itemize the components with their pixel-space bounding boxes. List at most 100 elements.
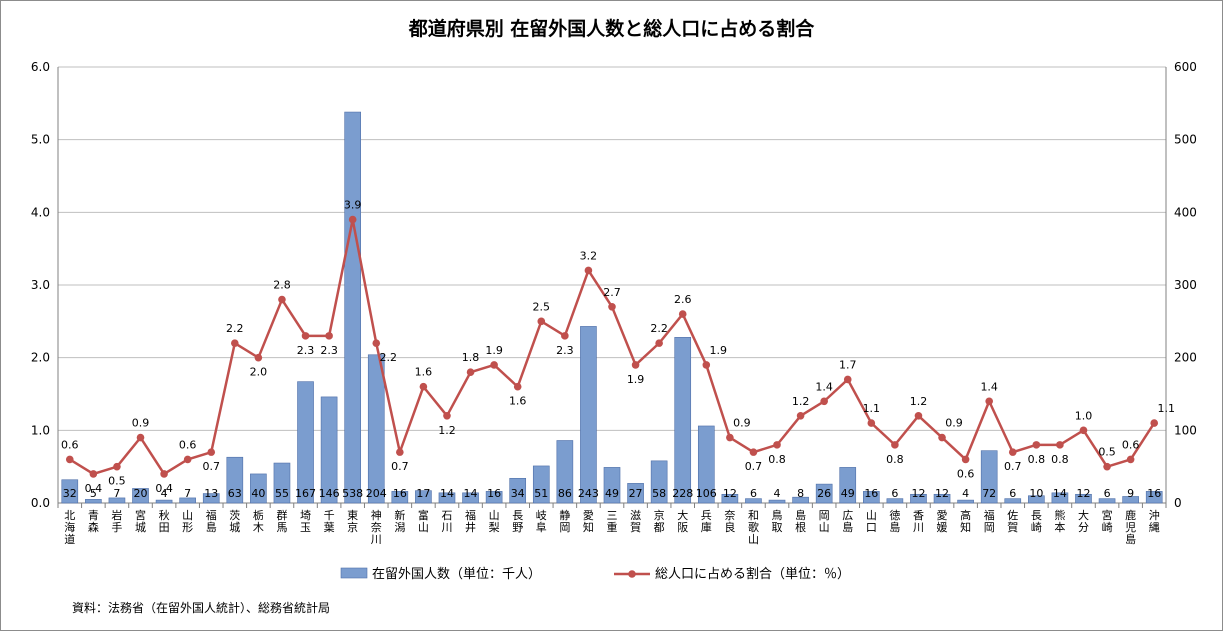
ratio-value-label: 1.0 bbox=[1075, 409, 1093, 422]
ratio-point bbox=[867, 419, 876, 427]
bar-value-label: 16 bbox=[864, 487, 878, 500]
category-label-char: 潟 bbox=[394, 521, 405, 534]
category-label-char: 崎 bbox=[1031, 520, 1042, 534]
bar bbox=[320, 396, 338, 504]
ratio-value-label: 1.9 bbox=[627, 373, 645, 386]
category-label-char: 道 bbox=[64, 532, 75, 546]
ratio-point bbox=[702, 361, 711, 369]
ratio-point bbox=[325, 332, 333, 340]
ratio-point bbox=[396, 448, 404, 456]
category-label-char: 沖 bbox=[1149, 509, 1160, 522]
ratio-value-label: 3.2 bbox=[580, 249, 598, 262]
category-label-char: 山 bbox=[866, 509, 877, 522]
category-label-char: 賀 bbox=[630, 521, 641, 534]
category-label-char: 取 bbox=[772, 521, 783, 534]
ratio-point bbox=[254, 353, 263, 362]
bar bbox=[61, 479, 79, 504]
category-label-char: 京 bbox=[347, 520, 358, 534]
ratio-point bbox=[348, 215, 357, 224]
bar bbox=[1122, 496, 1139, 504]
category-label-char: 知 bbox=[583, 520, 594, 534]
bar bbox=[1004, 498, 1022, 504]
category-label-char: 重 bbox=[607, 520, 618, 534]
category-label-char: 熊 bbox=[1054, 508, 1065, 522]
bar bbox=[721, 493, 739, 504]
bar bbox=[556, 440, 574, 504]
category-label-char: 島 bbox=[842, 520, 853, 534]
category-label-char: 阪 bbox=[677, 520, 688, 534]
bar-value-label: 72 bbox=[982, 487, 996, 500]
category-label-char: 石 bbox=[441, 509, 452, 522]
ratio-point bbox=[655, 339, 663, 347]
ratio-point bbox=[372, 339, 381, 347]
bar bbox=[839, 467, 857, 504]
category-label-char: 城 bbox=[229, 521, 240, 534]
bar-value-label: 14 bbox=[1053, 487, 1067, 500]
ratio-value-label: 2.8 bbox=[273, 279, 291, 292]
ratio-point bbox=[561, 332, 569, 340]
ratio-value-label: 0.5 bbox=[108, 475, 126, 488]
category-label-char: 栃 bbox=[253, 508, 264, 522]
category-label-char: 福 bbox=[206, 508, 217, 522]
bar bbox=[674, 337, 692, 504]
bar bbox=[650, 460, 668, 504]
bar bbox=[297, 381, 314, 504]
bar bbox=[85, 499, 102, 504]
category-label-char: 賀 bbox=[1007, 521, 1018, 534]
category-label-char: 奈 bbox=[724, 508, 735, 522]
bar-value-label: 12 bbox=[723, 487, 737, 500]
category-label-char: 鳥 bbox=[772, 508, 783, 522]
category-label-char: 静 bbox=[559, 508, 570, 522]
ratio-value-label: 0.7 bbox=[202, 460, 220, 473]
bar bbox=[1051, 492, 1069, 504]
category-label-char: 都 bbox=[654, 521, 665, 534]
ratio-point bbox=[278, 295, 286, 304]
ratio-value-label: 1.1 bbox=[1157, 402, 1175, 415]
ratio-point bbox=[1032, 441, 1041, 449]
category-label-char: 児 bbox=[1125, 521, 1136, 534]
category-label-char: 森 bbox=[88, 520, 99, 534]
ratio-point bbox=[726, 433, 734, 442]
right-axis-tick: 0 bbox=[1174, 496, 1182, 510]
ratio-line bbox=[69, 218, 1156, 476]
ratio-value-label: 1.8 bbox=[462, 351, 480, 364]
ratio-point bbox=[183, 455, 192, 464]
bar-value-label: 20 bbox=[134, 487, 148, 500]
ratio-value-label: 0.8 bbox=[1028, 453, 1046, 466]
ratio-point bbox=[513, 382, 522, 391]
ratio-point bbox=[65, 455, 74, 464]
category-label-char: 山 bbox=[418, 521, 429, 534]
left-axis-tick: 3.0 bbox=[31, 278, 50, 292]
bar-value-label: 10 bbox=[1029, 487, 1043, 500]
bar-value-label: 34 bbox=[511, 487, 525, 500]
category-label-char: 島 bbox=[206, 520, 217, 534]
bar bbox=[273, 462, 291, 504]
category-label-char: 歌 bbox=[748, 520, 759, 534]
category-label-char: 媛 bbox=[937, 520, 948, 534]
ratio-value-label: 2.2 bbox=[650, 322, 668, 335]
category-label-char: 分 bbox=[1078, 521, 1089, 534]
ratio-value-label: 0.6 bbox=[61, 438, 79, 451]
bar bbox=[532, 465, 550, 504]
bar bbox=[438, 492, 456, 504]
bar-value-label: 49 bbox=[605, 487, 619, 500]
category-label-char: 手 bbox=[111, 520, 122, 534]
ratio-value-label: 2.7 bbox=[603, 286, 621, 299]
bar bbox=[132, 488, 149, 504]
category-label-char: 海 bbox=[64, 520, 75, 534]
category-label-char: 山 bbox=[182, 509, 193, 522]
ratio-point bbox=[678, 310, 687, 318]
ratio-value-label: 1.4 bbox=[980, 380, 998, 393]
ratio-value-label: 0.4 bbox=[155, 482, 173, 495]
ratio-value-label: 0.7 bbox=[1004, 460, 1022, 473]
category-label-char: 岐 bbox=[536, 509, 547, 522]
bar bbox=[415, 490, 432, 504]
bar bbox=[1028, 495, 1045, 504]
category-label-char: 玉 bbox=[300, 521, 311, 534]
category-label-char: 宮 bbox=[135, 508, 146, 522]
ratio-point bbox=[466, 368, 475, 377]
category-label-char: 新 bbox=[394, 508, 405, 522]
category-label-char: 愛 bbox=[937, 509, 948, 522]
category-label-char: 井 bbox=[465, 520, 476, 534]
ratio-point bbox=[419, 382, 428, 391]
